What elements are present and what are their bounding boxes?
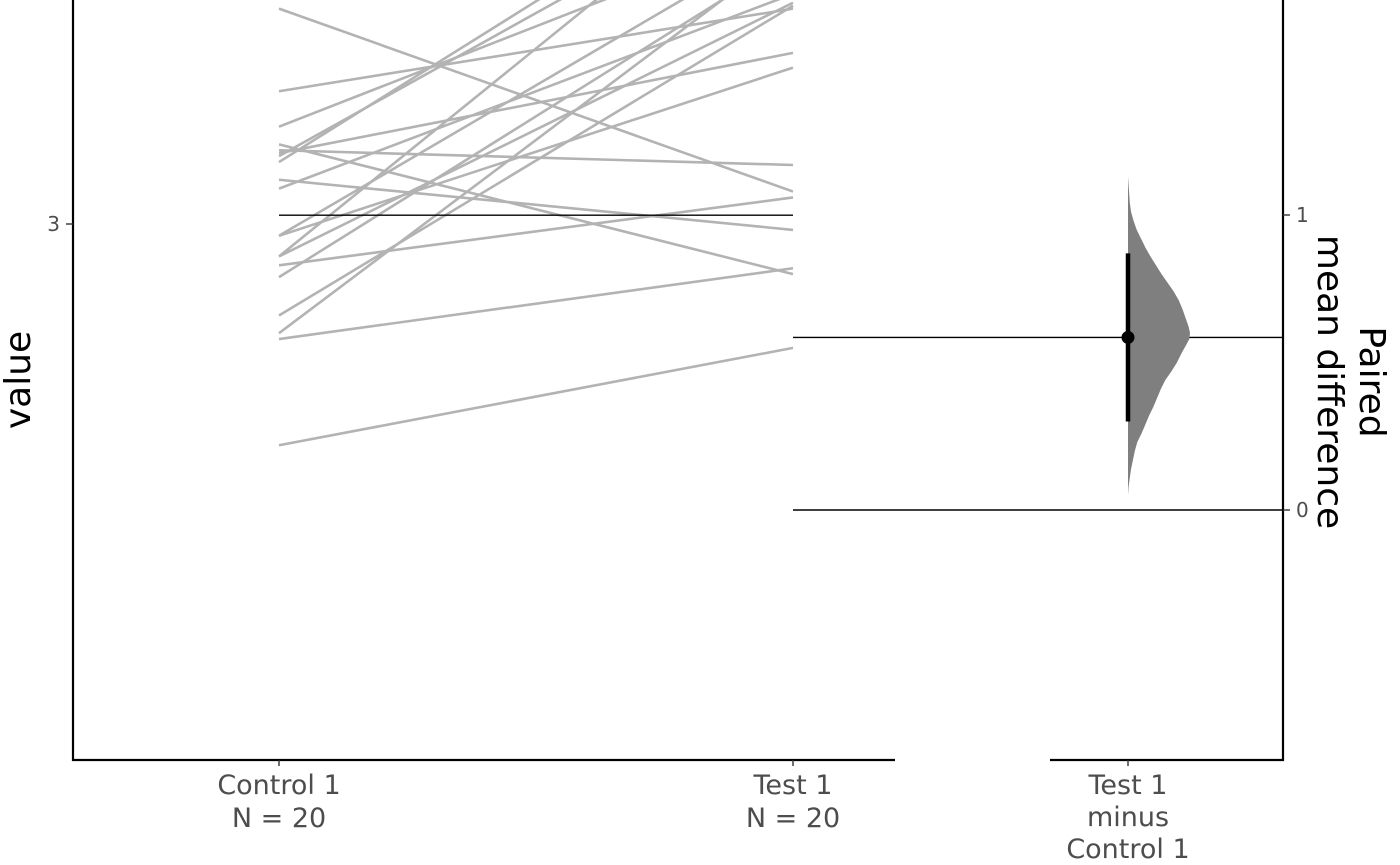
paired-line-3: [278, 0, 725, 335]
paired-lines: [278, 0, 794, 447]
paired-line-10: [278, 0, 685, 237]
paired-line-12: [278, 178, 794, 232]
category-n-label: N = 20: [746, 803, 840, 834]
right-y-ticks: 01: [1283, 203, 1309, 522]
category-label: Test 1: [753, 770, 833, 801]
category-n-label: N = 20: [232, 803, 326, 834]
paired-line-6: [278, 196, 794, 267]
bootstrap-distribution: [1128, 176, 1190, 496]
comparison-label-line: Test 1: [1088, 770, 1168, 801]
paired-line-20: [278, 7, 794, 193]
paired-line-18: [278, 0, 608, 128]
paired-line-16: [278, 148, 794, 167]
paired-line-5: [278, 0, 725, 279]
paired-line-17: [278, 143, 794, 276]
paired-line-7: [278, 1, 794, 258]
comparison-label-line: Control 1: [1066, 834, 1189, 865]
paired-line-4: [278, 4, 794, 317]
mean-difference-dot: [1121, 330, 1135, 344]
paired-line-2: [278, 266, 794, 341]
paired-line-14: [278, 0, 563, 158]
left-y-axis-title: value: [0, 331, 39, 429]
paired-line-11: [278, 0, 781, 190]
paired-line-1: [278, 346, 794, 447]
category-label: Control 1: [217, 770, 340, 801]
paired-line-19: [278, 7, 794, 93]
right-y-tick-label: 0: [1296, 498, 1309, 522]
paired-line-9: [278, 66, 794, 238]
y-tick-label: 3: [47, 212, 60, 236]
left-y-ticks: 34: [47, 212, 73, 236]
comparison-label-line: minus: [1087, 802, 1169, 833]
right-y-axis-title: Pairedmean difference: [1309, 235, 1392, 529]
right-y-tick-label: 1: [1296, 203, 1309, 227]
paired-line-15: [278, 51, 794, 155]
